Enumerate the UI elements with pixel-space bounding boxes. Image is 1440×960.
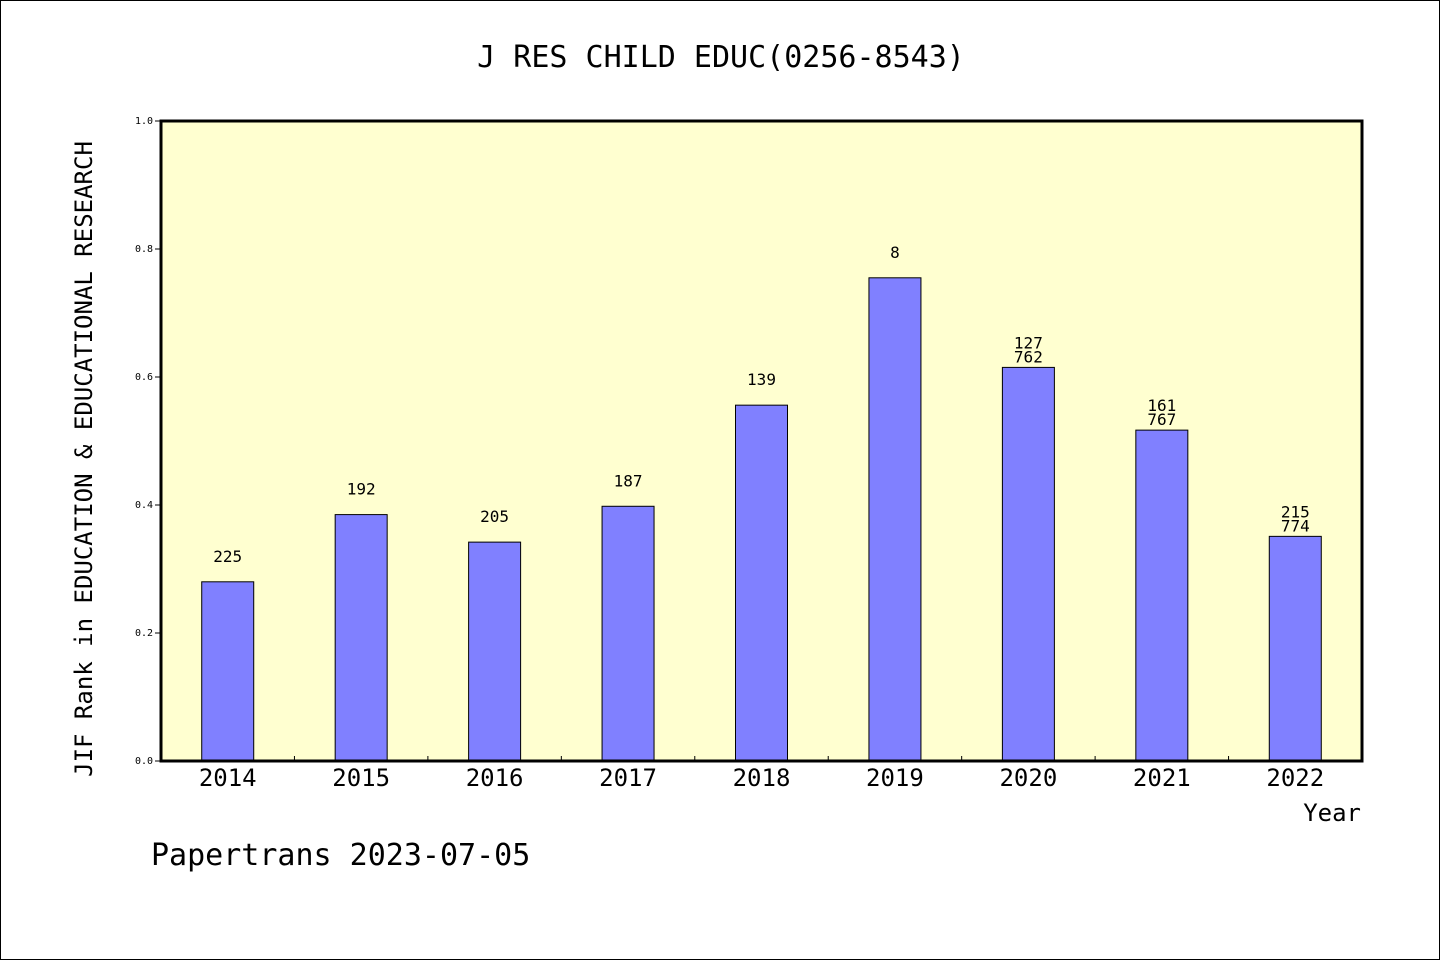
data-label-2020-total: 762 — [1014, 347, 1043, 366]
bar-2016 — [468, 541, 522, 762]
data-label-2019: 8 — [890, 243, 900, 262]
y-tick-label: 0.8 — [135, 244, 153, 255]
bar-2017 — [601, 505, 655, 762]
y-tick-label: 0.2 — [135, 628, 153, 639]
x-tick-label-2014: 2014 — [199, 764, 257, 792]
data-label-2016: 205 — [480, 507, 509, 526]
x-tick-label-2016: 2016 — [466, 764, 524, 792]
bar-2014 — [201, 581, 255, 762]
data-label-2021-rank: 161 — [1147, 396, 1176, 415]
y-tick-label: 0.4 — [135, 500, 153, 511]
y-tick-label: 0.0 — [135, 756, 153, 767]
data-label-2015: 192 — [347, 480, 376, 499]
bar-2021 — [1135, 429, 1189, 762]
bar-2018 — [735, 404, 788, 762]
bar-2019 — [868, 277, 922, 762]
x-axis: 2014 2015 2016 2017 2018 2019 2020 2021 2022 — [199, 756, 1324, 792]
chart-title: J RES CHILD EDUC(0256-8543) — [477, 40, 965, 75]
y-tick-label: 0.6 — [135, 372, 153, 383]
x-tick-label-2022: 2022 — [1266, 764, 1324, 792]
y-axis-label: JIF Rank in EDUCATION & EDUCATIONAL RESE… — [70, 141, 98, 777]
x-axis-label: Year — [1303, 799, 1361, 827]
footer-text: Papertrans 2023-07-05 — [151, 838, 530, 873]
data-label-2014: 225 — [213, 547, 242, 566]
x-tick-label-2015: 2015 — [332, 764, 390, 792]
bar-2020 — [1001, 366, 1055, 762]
data-label-2017: 187 — [614, 471, 643, 490]
bars-group — [201, 277, 1322, 762]
plot-frame — [159, 119, 1364, 763]
bar-2015 — [334, 514, 388, 762]
bar-2022 — [1268, 535, 1322, 762]
y-axis: 0.0 0.2 0.4 0.6 0.8 1.0 — [135, 116, 161, 767]
data-label-2021-total: 767 — [1147, 410, 1176, 429]
x-tick-label-2021: 2021 — [1133, 764, 1191, 792]
data-label-2020-rank: 127 — [1014, 333, 1043, 352]
data-label-2018: 139 — [747, 370, 776, 389]
data-label-2022-rank: 215 — [1281, 502, 1310, 521]
y-tick-label: 1.0 — [135, 116, 153, 127]
x-tick-label-2020: 2020 — [999, 764, 1057, 792]
x-tick-label-2017: 2017 — [599, 764, 657, 792]
data-label-2022-total: 774 — [1281, 516, 1310, 535]
x-tick-label-2018: 2018 — [733, 764, 791, 792]
x-tick-label-2019: 2019 — [866, 764, 924, 792]
